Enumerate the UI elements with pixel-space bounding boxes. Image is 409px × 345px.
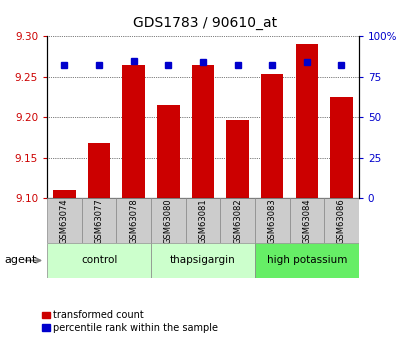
Bar xyxy=(122,65,145,198)
Text: high potassium: high potassium xyxy=(266,256,346,265)
Bar xyxy=(329,97,352,198)
Bar xyxy=(226,120,248,198)
Bar xyxy=(47,198,81,243)
Text: GSM63086: GSM63086 xyxy=(336,198,345,244)
Bar xyxy=(254,198,289,243)
Bar xyxy=(151,243,254,278)
Bar xyxy=(47,243,151,278)
Text: GSM63083: GSM63083 xyxy=(267,198,276,244)
Text: GSM63082: GSM63082 xyxy=(232,198,241,244)
Text: GSM63078: GSM63078 xyxy=(129,198,138,244)
Bar xyxy=(220,198,254,243)
Bar xyxy=(185,198,220,243)
Bar xyxy=(295,43,317,198)
Bar xyxy=(53,190,76,198)
Bar xyxy=(324,198,358,243)
Text: thapsigargin: thapsigargin xyxy=(170,256,235,265)
Text: GSM63077: GSM63077 xyxy=(94,198,103,244)
Bar xyxy=(81,198,116,243)
Text: agent: agent xyxy=(4,256,36,265)
Bar xyxy=(151,198,185,243)
Text: GSM63080: GSM63080 xyxy=(164,198,173,244)
Bar xyxy=(157,105,179,198)
Bar xyxy=(191,65,213,198)
Text: control: control xyxy=(81,256,117,265)
Bar xyxy=(116,198,151,243)
Text: GSM63081: GSM63081 xyxy=(198,198,207,244)
Bar xyxy=(254,243,358,278)
Text: GDS1783 / 90610_at: GDS1783 / 90610_at xyxy=(133,16,276,30)
Legend: transformed count, percentile rank within the sample: transformed count, percentile rank withi… xyxy=(42,310,218,333)
Bar xyxy=(88,143,110,198)
Text: GSM63074: GSM63074 xyxy=(60,198,69,244)
Text: GSM63084: GSM63084 xyxy=(301,198,310,244)
Bar xyxy=(260,74,283,198)
Bar xyxy=(289,198,324,243)
